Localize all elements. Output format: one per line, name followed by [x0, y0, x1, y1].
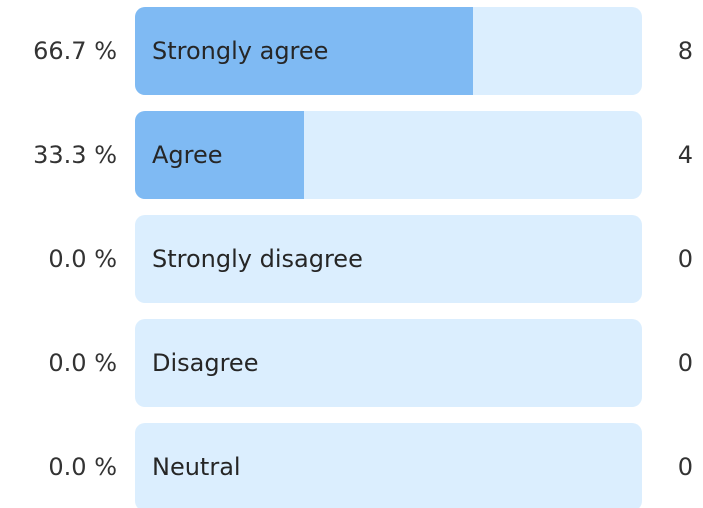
result-bar: Neutral — [135, 423, 642, 508]
result-bar: Agree — [135, 111, 642, 199]
result-percent: 0.0 % — [48, 349, 117, 377]
result-row-strongly-disagree: 0.0 % Strongly disagree 0 — [0, 215, 703, 303]
result-bar: Strongly agree — [135, 7, 642, 95]
result-row-disagree: 0.0 % Disagree 0 — [0, 319, 703, 407]
vote-count: 0 — [677, 245, 693, 273]
result-bar: Disagree — [135, 319, 642, 407]
result-bar: Strongly disagree — [135, 215, 642, 303]
vote-count: 0 — [677, 349, 693, 377]
result-bar-fill — [135, 7, 474, 95]
result-bar-fill — [135, 111, 304, 199]
option-label: Strongly agree — [152, 37, 329, 65]
option-label: Agree — [152, 141, 223, 169]
vote-count: 4 — [677, 141, 693, 169]
result-percent: 66.7 % — [33, 37, 117, 65]
result-row-agree: 33.3 % Agree 4 — [0, 111, 703, 199]
result-row-strongly-agree: 66.7 % Strongly agree 8 — [0, 7, 703, 95]
option-label: Disagree — [152, 349, 259, 377]
vote-count: 0 — [677, 453, 693, 481]
option-label: Neutral — [152, 453, 241, 481]
option-label: Strongly disagree — [152, 245, 363, 273]
result-percent: 0.0 % — [48, 245, 117, 273]
result-row-neutral: 0.0 % Neutral 0 — [0, 423, 703, 508]
result-percent: 33.3 % — [33, 141, 117, 169]
result-percent: 0.0 % — [48, 453, 117, 481]
vote-count: 8 — [677, 37, 693, 65]
